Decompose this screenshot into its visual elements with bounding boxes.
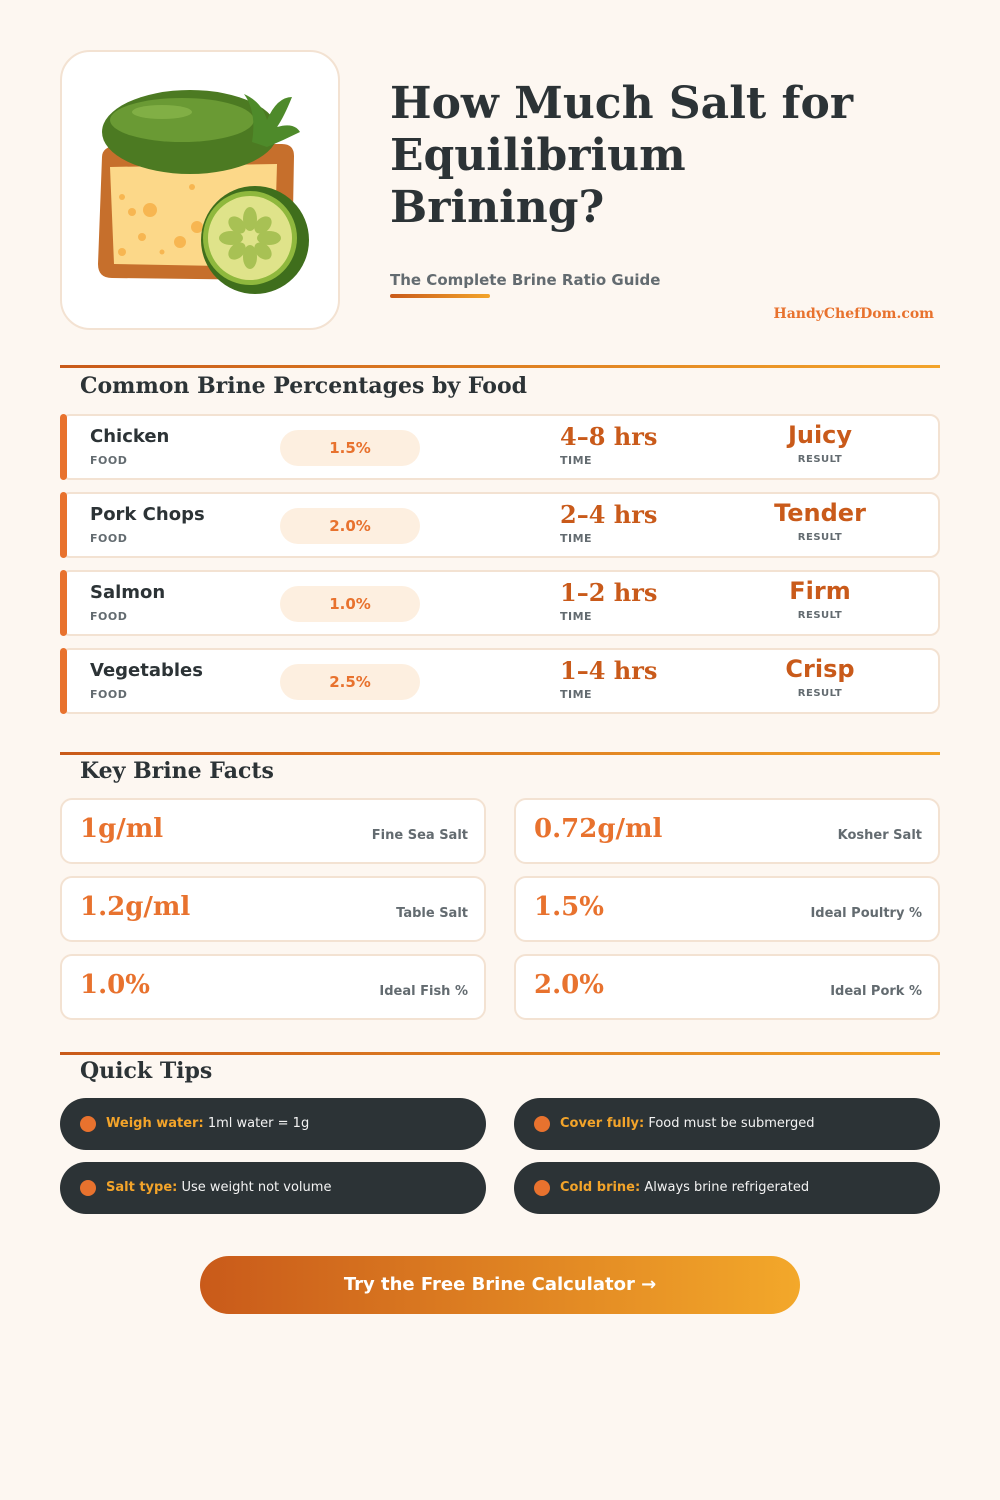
time-label: TIME bbox=[560, 454, 593, 467]
tip-item: Cold brine: Always brine refrigerated bbox=[514, 1162, 940, 1214]
facts-section-title: Key Brine Facts bbox=[80, 758, 274, 784]
brine-result: Crisp bbox=[785, 655, 855, 683]
brine-percent-badge: 2.5% bbox=[280, 664, 420, 700]
brine-percent-badge: 1.5% bbox=[280, 430, 420, 466]
fact-card: 1.0% Ideal Fish % bbox=[60, 954, 486, 1020]
time-label: TIME bbox=[560, 688, 593, 701]
fact-label: Ideal Fish % bbox=[379, 984, 468, 999]
row-accent-bar bbox=[60, 414, 67, 480]
fact-label: Table Salt bbox=[396, 906, 468, 921]
section-divider bbox=[60, 1052, 940, 1055]
fact-label: Kosher Salt bbox=[837, 828, 922, 843]
tip-text: Always brine refrigerated bbox=[644, 1180, 810, 1195]
food-label: FOOD bbox=[90, 610, 128, 623]
fact-value: 2.0% bbox=[534, 970, 604, 1000]
tips-section-title: Quick Tips bbox=[80, 1058, 213, 1084]
fact-value: 1.0% bbox=[80, 970, 150, 1000]
brine-row-pork-chops: Pork Chops FOOD 2.0% 2–4 hrs TIME Tender… bbox=[60, 492, 940, 558]
bullet-dot-icon bbox=[534, 1116, 550, 1132]
fact-label: Ideal Pork % bbox=[830, 984, 922, 999]
page-subtitle: The Complete Brine Ratio Guide bbox=[390, 271, 661, 289]
brine-time: 4–8 hrs bbox=[560, 422, 658, 451]
fact-value: 1.2g/ml bbox=[80, 892, 191, 922]
page-title: How Much Salt for Equilibrium Brining? bbox=[390, 78, 854, 233]
time-label: TIME bbox=[560, 532, 593, 545]
food-name: Pork Chops bbox=[90, 504, 205, 525]
bullet-dot-icon bbox=[80, 1180, 96, 1196]
bullet-dot-icon bbox=[80, 1116, 96, 1132]
food-name: Vegetables bbox=[90, 660, 203, 681]
brine-result: Firm bbox=[789, 577, 851, 605]
food-label: FOOD bbox=[90, 454, 128, 467]
brine-row-vegetables: Vegetables FOOD 2.5% 1–4 hrs TIME Crisp … bbox=[60, 648, 940, 714]
brine-calculator-button[interactable]: Try the Free Brine Calculator → bbox=[200, 1256, 800, 1314]
row-accent-bar bbox=[60, 648, 67, 714]
tip-item: Weigh water: 1ml water = 1g bbox=[60, 1098, 486, 1150]
fact-label: Fine Sea Salt bbox=[371, 828, 468, 843]
section-divider bbox=[60, 365, 940, 368]
result-label: RESULT bbox=[797, 688, 843, 699]
row-accent-bar bbox=[60, 570, 67, 636]
row-accent-bar bbox=[60, 492, 67, 558]
brine-row-salmon: Salmon FOOD 1.0% 1–2 hrs TIME Firm RESUL… bbox=[60, 570, 940, 636]
fact-value: 1g/ml bbox=[80, 814, 164, 844]
brine-time: 1–2 hrs bbox=[560, 578, 658, 607]
tip-text: Food must be submerged bbox=[648, 1116, 815, 1131]
food-label: FOOD bbox=[90, 688, 128, 701]
brine-result: Tender bbox=[774, 499, 866, 527]
pickle-brine-icon bbox=[98, 90, 309, 294]
brine-section-title: Common Brine Percentages by Food bbox=[80, 373, 528, 399]
food-name: Chicken bbox=[90, 426, 170, 447]
brine-time: 2–4 hrs bbox=[560, 500, 658, 529]
fact-card: 0.72g/ml Kosher Salt bbox=[514, 798, 940, 864]
fact-card: 1.2g/ml Table Salt bbox=[60, 876, 486, 942]
fact-card: 1g/ml Fine Sea Salt bbox=[60, 798, 486, 864]
tip-key: Salt type: bbox=[106, 1180, 178, 1195]
tip-key: Weigh water: bbox=[106, 1116, 204, 1131]
time-label: TIME bbox=[560, 610, 593, 623]
tip-text: Use weight not volume bbox=[181, 1180, 332, 1195]
section-divider bbox=[60, 752, 940, 755]
fact-card: 1.5% Ideal Poultry % bbox=[514, 876, 940, 942]
bullet-dot-icon bbox=[534, 1180, 550, 1196]
fact-value: 1.5% bbox=[534, 892, 604, 922]
result-label: RESULT bbox=[797, 454, 843, 465]
tip-item: Salt type: Use weight not volume bbox=[60, 1162, 486, 1214]
hero-illustration-card bbox=[60, 50, 340, 330]
fact-card: 2.0% Ideal Pork % bbox=[514, 954, 940, 1020]
result-label: RESULT bbox=[797, 610, 843, 621]
food-name: Salmon bbox=[90, 582, 166, 603]
food-label: FOOD bbox=[90, 532, 128, 545]
brine-row-chicken: Chicken FOOD 1.5% 4–8 hrs TIME Juicy RES… bbox=[60, 414, 940, 480]
fact-label: Ideal Poultry % bbox=[810, 906, 922, 921]
tip-key: Cold brine: bbox=[560, 1180, 641, 1195]
brine-percent-badge: 1.0% bbox=[280, 586, 420, 622]
subtitle-underline bbox=[390, 294, 490, 298]
brine-percent-badge: 2.0% bbox=[280, 508, 420, 544]
brand-link[interactable]: HandyChefDom.com bbox=[773, 306, 935, 322]
result-label: RESULT bbox=[797, 532, 843, 543]
brine-result: Juicy bbox=[787, 421, 853, 449]
brine-time: 1–4 hrs bbox=[560, 656, 658, 685]
tip-item: Cover fully: Food must be submerged bbox=[514, 1098, 940, 1150]
tip-text: 1ml water = 1g bbox=[207, 1116, 310, 1131]
tip-key: Cover fully: bbox=[560, 1116, 645, 1131]
fact-value: 0.72g/ml bbox=[534, 814, 663, 844]
